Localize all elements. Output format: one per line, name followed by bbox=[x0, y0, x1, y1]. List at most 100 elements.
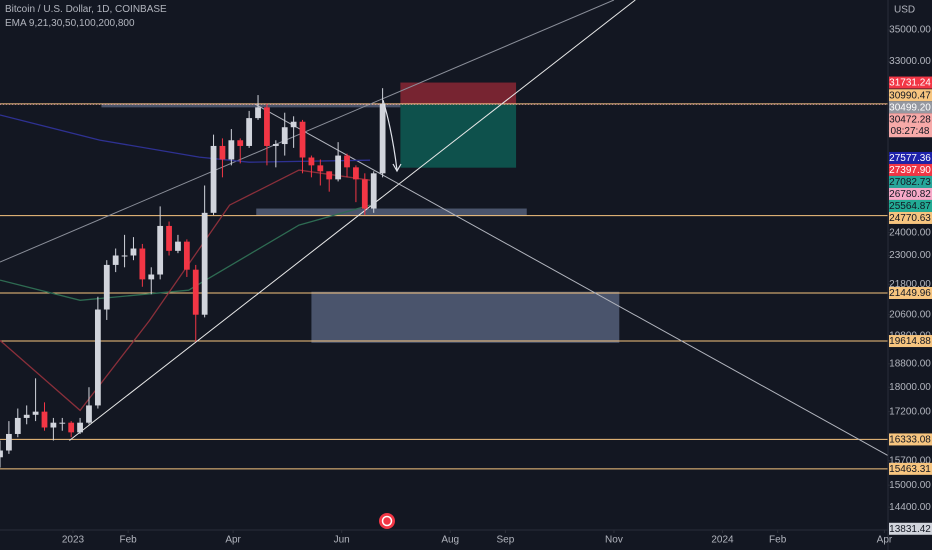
price-label-bg bbox=[889, 175, 932, 188]
price-label-bg bbox=[889, 462, 932, 475]
y-tick-label: 15000.00 bbox=[889, 480, 931, 491]
price-label: 24770.63 bbox=[889, 213, 931, 224]
chart-title: Bitcoin / U.S. Dollar, 1D, COINBASE bbox=[5, 4, 167, 15]
candle-body bbox=[130, 248, 137, 256]
candle-body bbox=[228, 140, 235, 160]
price-label: 31731.24 bbox=[889, 78, 931, 89]
price-label-bg bbox=[889, 433, 932, 446]
price-label: 30990.47 bbox=[889, 90, 931, 101]
candle-body bbox=[77, 422, 83, 433]
candle-body bbox=[32, 411, 39, 415]
candle-body bbox=[166, 225, 172, 251]
price-label-bg bbox=[889, 163, 932, 176]
axes: USD 2023 Feb Apr Jun Aug Sep Nov 2024 Feb Apr 3500… bbox=[62, 5, 932, 546]
y-tick-label: 24000.00 bbox=[889, 227, 931, 238]
y-tick-label: 18000.00 bbox=[889, 382, 931, 393]
candle-body bbox=[0, 450, 3, 458]
price-label-bg bbox=[889, 101, 932, 114]
candle-body bbox=[157, 225, 164, 275]
candle-body bbox=[219, 145, 226, 160]
candle-body bbox=[68, 422, 75, 433]
candle-body bbox=[175, 241, 181, 251]
candle-body bbox=[246, 118, 253, 146]
currency: USD bbox=[894, 5, 915, 16]
candle-body bbox=[317, 165, 324, 172]
candle-body bbox=[344, 155, 350, 168]
x-tick-label: Nov bbox=[605, 535, 623, 546]
price-label-bg bbox=[889, 286, 932, 299]
candle-body bbox=[335, 155, 342, 180]
ema-line bbox=[0, 204, 371, 301]
zone bbox=[400, 104, 517, 168]
zone bbox=[400, 82, 517, 105]
candle-body bbox=[23, 414, 30, 418]
zone bbox=[311, 291, 620, 343]
y-tick-label: 14400.00 bbox=[889, 502, 931, 513]
x-tick-label: 2023 bbox=[62, 535, 85, 546]
arrow-head bbox=[392, 163, 402, 173]
trendline bbox=[254, 103, 888, 457]
ema-line bbox=[0, 114, 371, 163]
y-tick-label: 18800.00 bbox=[889, 358, 931, 369]
zone bbox=[256, 208, 527, 216]
price-label-bg bbox=[889, 113, 932, 138]
price-label: 19614.88 bbox=[889, 336, 931, 347]
candle-body bbox=[14, 417, 21, 434]
price-label: 21449.96 bbox=[889, 288, 931, 299]
candle-body bbox=[59, 422, 66, 424]
candle-body bbox=[281, 127, 288, 145]
candle-body bbox=[112, 255, 119, 265]
trendline bbox=[0, 0, 615, 263]
price-label: 30499.20 bbox=[889, 102, 931, 113]
price-label: 25564.87 bbox=[889, 201, 931, 212]
candle-body bbox=[237, 140, 244, 146]
candle-body bbox=[361, 179, 368, 209]
candle-body bbox=[201, 212, 208, 315]
x-tick-label: Jun bbox=[334, 535, 350, 546]
x-tick-label: Apr bbox=[877, 535, 893, 546]
x-tick-label: Aug bbox=[441, 535, 459, 546]
trendline bbox=[69, 0, 636, 441]
y-tick-label: 33000.00 bbox=[889, 56, 931, 67]
price-label: 16333.08 bbox=[889, 435, 931, 446]
y-tick-label: 15700.00 bbox=[889, 455, 931, 466]
price-label: 27082.73 bbox=[889, 177, 931, 188]
y-tick-label: 17200.00 bbox=[889, 406, 931, 417]
candle-body bbox=[103, 264, 110, 310]
price-label-bg bbox=[889, 199, 932, 212]
candle-body bbox=[139, 248, 146, 280]
x-tick-label: Feb bbox=[769, 535, 787, 546]
candle-body bbox=[272, 144, 279, 146]
y-tick-label: 35000.00 bbox=[889, 25, 931, 36]
logo-ring bbox=[381, 515, 393, 527]
price-label-bg bbox=[889, 335, 932, 348]
price-label: 27397.90 bbox=[889, 165, 931, 176]
candle-body bbox=[326, 171, 333, 180]
candle-body bbox=[290, 121, 297, 128]
price-label-bg bbox=[889, 151, 932, 164]
y-tick-label: 21800.00 bbox=[889, 279, 931, 290]
x-tick-label: Apr bbox=[225, 535, 241, 546]
plot bbox=[0, 88, 386, 468]
candle-body bbox=[308, 157, 315, 166]
price-label-bg bbox=[889, 211, 932, 224]
x-tick-label: 2024 bbox=[711, 535, 734, 546]
y-tick-label: 23000.00 bbox=[889, 250, 931, 261]
price-label: 27577.36 bbox=[889, 153, 931, 164]
candle-body bbox=[183, 241, 190, 270]
plot-under bbox=[0, 0, 888, 470]
logo bbox=[379, 513, 395, 529]
x-tick-label: Sep bbox=[496, 535, 514, 546]
price-label-bg bbox=[889, 522, 932, 535]
candle-body bbox=[370, 173, 377, 209]
arrow bbox=[382, 99, 398, 171]
candle-body bbox=[148, 274, 155, 280]
price-label: 30472.28 bbox=[889, 114, 931, 125]
price-label-bg bbox=[889, 89, 932, 102]
zone bbox=[101, 103, 401, 108]
price-label-bg bbox=[889, 187, 932, 200]
countdown: 08:27:48 bbox=[891, 126, 930, 137]
candle-body bbox=[94, 309, 101, 406]
